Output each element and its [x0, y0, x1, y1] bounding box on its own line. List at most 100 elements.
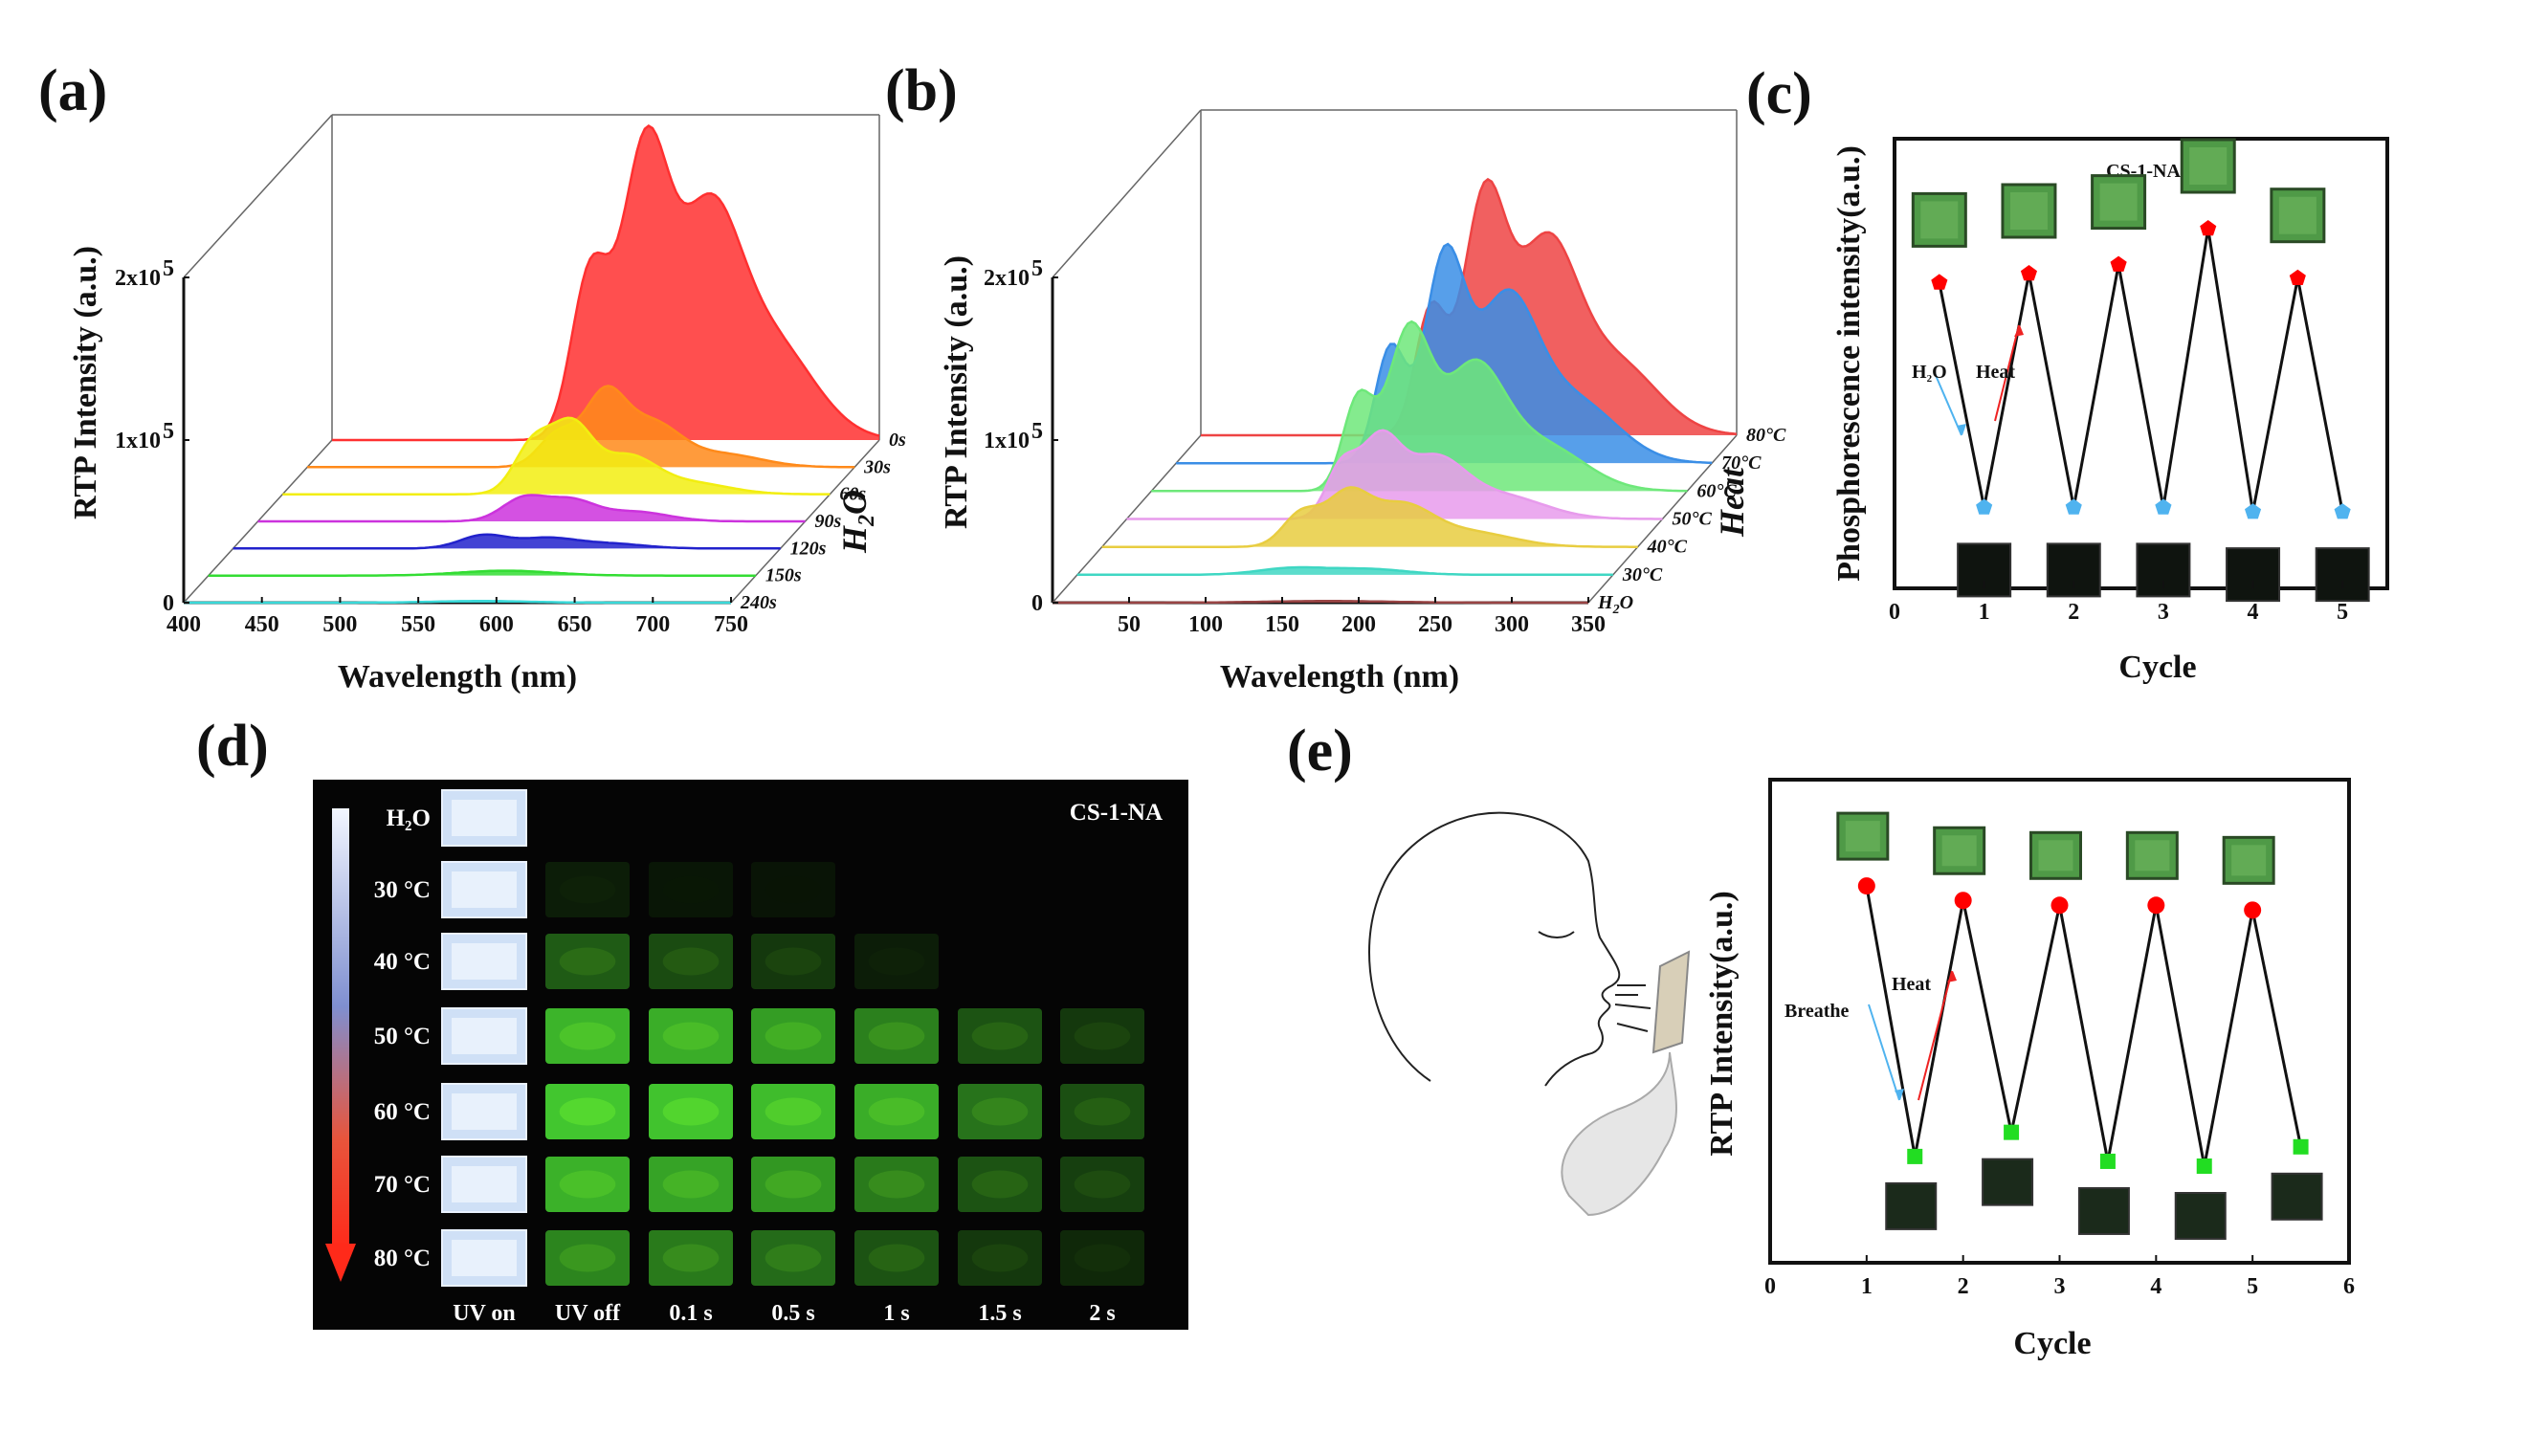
panel-label-a: (a): [38, 58, 107, 123]
photo-afterglow: [1060, 1084, 1144, 1139]
photo-afterglow-highlight: [1074, 1244, 1131, 1272]
panel-a-depth-label: H2O: [835, 490, 879, 554]
photo-afterglow: [751, 1008, 835, 1064]
photo-afterglow: [751, 862, 835, 917]
spectrum-line-0s: [332, 123, 880, 442]
photo-afterglow: [649, 1008, 733, 1064]
x-tick-400: 400: [166, 612, 201, 637]
y-tick-2: 2x10: [984, 266, 1030, 291]
photo-thumbnail-off: [2226, 547, 2281, 603]
photo-afterglow: [545, 862, 630, 917]
photo-afterglow: [854, 1157, 939, 1212]
up-arrow: [1917, 970, 1953, 1101]
photo-afterglow: [649, 1157, 733, 1212]
photo-thumbnail-off: [2077, 1186, 2130, 1235]
panel-a-x-axis-label: Wavelength (nm): [338, 659, 577, 695]
photo-afterglow: [751, 1230, 835, 1286]
y-tick-1: 1x10: [984, 429, 1030, 453]
data-point-off: [1976, 498, 1993, 515]
x-tick-300: 300: [1495, 612, 1529, 637]
photo-afterglow: [545, 1157, 630, 1212]
photo-afterglow-highlight: [971, 1097, 1029, 1126]
series-label-30s: 30s: [863, 456, 891, 477]
spectrum-area-90s: [257, 495, 806, 521]
photo-afterglow-highlight: [868, 1170, 925, 1199]
data-point-off: [1907, 1148, 1923, 1164]
y-tick-exp-2: 5: [1031, 256, 1043, 281]
spectrum-line-150s: [208, 569, 756, 577]
panel-e-breath-chart: 0 1 2 3 4 5 6 Breathe Heat Cycle RTP Intensity(a…: [1368, 778, 2355, 1361]
x-tick-3: 3: [2158, 600, 2169, 625]
x-tick-1: 1: [1979, 600, 1990, 625]
y-tick-exp-1: 5: [163, 419, 174, 444]
temperature-arrow-head: [325, 1244, 356, 1282]
photo-uv-on-glow: [452, 1240, 517, 1276]
photo-afterglow-highlight: [868, 1244, 925, 1272]
photo-afterglow: [1060, 1230, 1144, 1286]
x-tick-350: 350: [1571, 612, 1606, 637]
y-tick-exp-1: 5: [1031, 419, 1043, 444]
x-tick-2: 2: [1958, 1274, 1969, 1299]
photo-afterglow-highlight: [765, 1097, 822, 1126]
photo-afterglow-highlight: [971, 1022, 1029, 1050]
photo-thumbnail-off: [2315, 547, 2370, 603]
photo-afterglow-highlight: [765, 1022, 822, 1050]
data-point-off: [2334, 503, 2351, 519]
series-label-240s: 240s: [740, 592, 777, 613]
photo-thumbnail-off: [2046, 542, 2101, 598]
photo-afterglow: [958, 1230, 1042, 1286]
spectrum-area-60s: [282, 417, 831, 495]
photo-thumbnail-off: [1982, 1158, 2034, 1206]
photo-afterglow-highlight: [559, 1170, 616, 1199]
photo-afterglow-highlight: [765, 1244, 822, 1272]
series-label-0s: 0s: [889, 430, 906, 451]
photo-thumbnail-off: [2174, 1192, 2227, 1240]
spectrum-line-60s: [282, 416, 831, 496]
photo-afterglow: [1060, 1157, 1144, 1212]
row-label-4: 60 °C: [374, 1099, 431, 1125]
x-tick-650: 650: [558, 612, 592, 637]
up-arrow-label: Heat: [1976, 362, 2015, 383]
data-point-on: [2050, 896, 2069, 915]
spectrum-line-240s: [184, 600, 731, 605]
data-point-off: [2155, 498, 2172, 515]
x-tick-6: 6: [2343, 1274, 2355, 1299]
column-label-3: 0.5 s: [771, 1301, 814, 1326]
panel-c-y-axis-label: Phosphorescence intensity(a.u.): [1831, 145, 1867, 582]
panel-b-series-group: 80°C 70°C 60°C 50°C 40°C 30°C H2O: [1053, 177, 1786, 617]
panel-label-d: (d): [196, 714, 269, 779]
panel-e-x-axis-label: Cycle: [2013, 1326, 2091, 1361]
photo-afterglow-highlight: [559, 1244, 616, 1272]
panel-a-series-group: 0s 30s 60s 90s 120s 150s 240s: [184, 123, 906, 613]
photo-afterglow-highlight: [1074, 1022, 1131, 1050]
spectrum-area-60°C: [1151, 321, 1688, 492]
x-tick-50: 50: [1118, 612, 1141, 637]
column-label-4: 1 s: [883, 1301, 909, 1326]
photo-uv-on-glow: [452, 943, 517, 980]
x-tick-100: 100: [1188, 612, 1223, 637]
spectrum-line-70°C: [1176, 242, 1713, 465]
photo-thumbnail-highlight: [2009, 192, 2048, 230]
photo-afterglow-highlight: [662, 1244, 720, 1272]
up-arrow: [1994, 324, 2020, 422]
photo-afterglow-highlight: [559, 1097, 616, 1126]
photo-afterglow: [751, 934, 835, 989]
photo-afterglow-highlight: [662, 1170, 720, 1199]
column-label-2: 0.1 s: [669, 1301, 712, 1326]
photo-thumbnail-off: [2271, 1172, 2323, 1221]
panel-e-y-axis-label: RTP Intensity(a.u.): [1704, 891, 1740, 1156]
data-point-on: [2200, 220, 2217, 236]
data-point-on: [1954, 892, 1972, 910]
photo-afterglow-highlight: [663, 876, 720, 904]
photo-thumbnail-highlight: [2231, 845, 2267, 876]
column-label-6: 2 s: [1089, 1301, 1115, 1326]
x-tick-0: 0: [1764, 1274, 1776, 1299]
photo-afterglow: [958, 1084, 1042, 1139]
data-point-on: [2110, 255, 2127, 272]
data-point-off: [2065, 498, 2082, 515]
x-tick-250: 250: [1418, 612, 1452, 637]
photo-thumbnail-highlight: [1845, 821, 1880, 852]
